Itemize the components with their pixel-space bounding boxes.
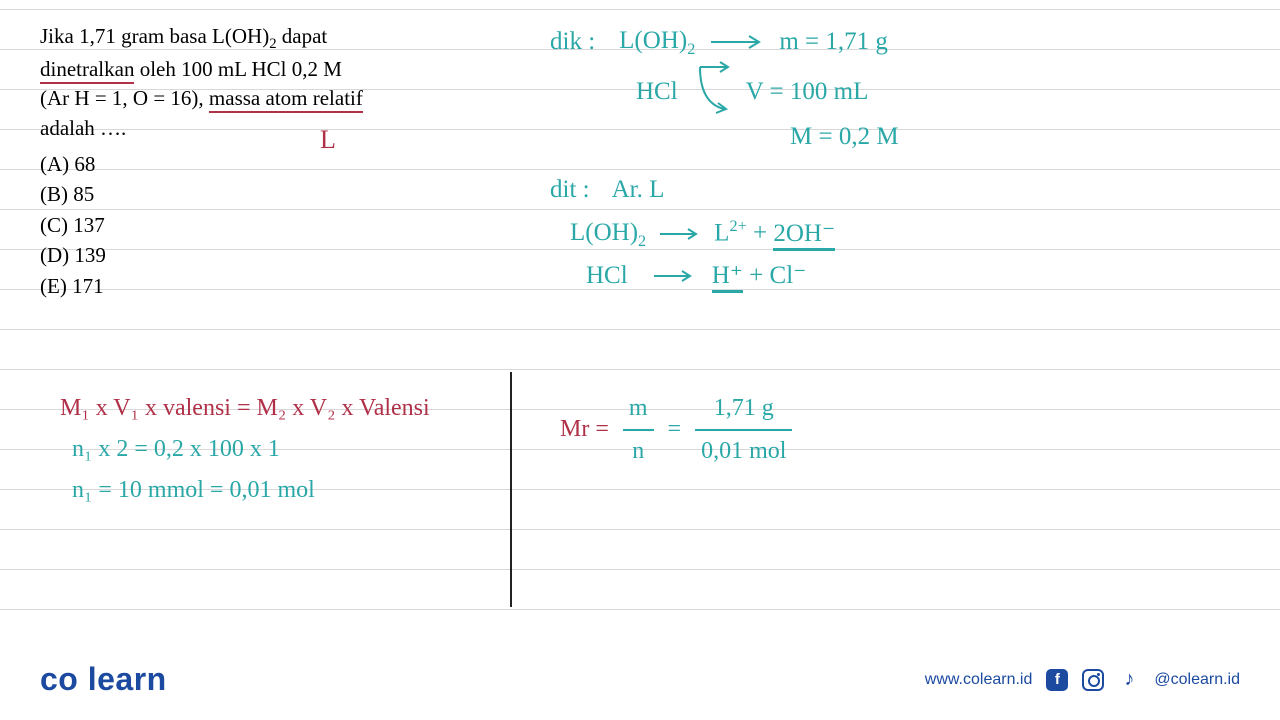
calc-left-title: M₁ x V₁ x valensi = M₂ x V₂ x Valensi	[60, 388, 430, 429]
problem-statement: Jika 1,71 gram basa L(OH)2 dapat dinetra…	[40, 22, 500, 301]
footer-handle: @colearn.id	[1154, 671, 1240, 689]
mr-label: Mr =	[560, 409, 609, 450]
facebook-icon: f	[1046, 669, 1068, 691]
annotation-l: L	[320, 125, 336, 155]
instagram-icon	[1082, 669, 1104, 691]
eq2-right: H⁺ + Cl⁻	[712, 257, 807, 296]
dit-label: dit :	[550, 171, 590, 210]
option-c: (C) 137	[40, 210, 500, 240]
eq2-left: HCl	[586, 257, 628, 296]
tiktok-icon: ♪	[1118, 669, 1140, 691]
arrow-icon	[652, 267, 698, 285]
problem-line2-underlined: dinetralkan	[40, 57, 134, 84]
fraction-values: 1,71 g 0,01 mol	[695, 388, 792, 472]
eq1-left: L(OH)2	[570, 214, 646, 254]
problem-line1-sub: 2	[269, 36, 276, 52]
option-b: (B) 85	[40, 179, 500, 209]
arrow-icon	[658, 225, 704, 243]
option-d: (D) 139	[40, 240, 500, 270]
dik-r2-right: V = 100 mL	[746, 73, 869, 112]
dik-r1-right: m = 1,71 g	[779, 23, 888, 62]
option-e: (E) 171	[40, 271, 500, 301]
arrow-icon	[709, 32, 769, 52]
footer-right: www.colearn.id f ♪ @colearn.id	[925, 669, 1240, 691]
option-a: (A) 68	[40, 149, 500, 179]
dik-r2-left: HCl	[636, 73, 678, 112]
calc-left-row3: n₁ = 10 mmol = 0,01 mol	[72, 470, 430, 511]
footer: co learn www.colearn.id f ♪ @colearn.id	[0, 661, 1280, 698]
dik-r1-left: L(OH)2	[619, 22, 695, 62]
given-block: dik : L(OH)2 m = 1,71 g HCl V = 100 mL M…	[550, 22, 1250, 299]
calc-right-block: Mr = m n = 1,71 g 0,01 mol	[560, 388, 792, 472]
branch-arrow-icon	[696, 59, 746, 119]
problem-line4: adalah ….	[40, 114, 500, 143]
problem-line1-pre: Jika 1,71 gram basa L(OH)	[40, 24, 269, 48]
problem-line3-underlined: massa atom relatif	[209, 86, 363, 113]
eq1-right: L2+ + 2OH⁻	[714, 214, 835, 253]
dit-value: Ar. L	[612, 171, 665, 210]
fraction-mn: m n	[623, 388, 654, 472]
dik-r3-right: M = 0,2 M	[790, 118, 899, 157]
problem-line1-post: dapat	[277, 24, 328, 48]
vertical-divider	[510, 372, 512, 607]
problem-line2-rest: oleh 100 mL HCl 0,2 M	[134, 57, 341, 81]
logo: co learn	[40, 661, 167, 698]
calc-left-row2: n₁ x 2 = 0,2 x 100 x 1	[72, 429, 430, 470]
problem-line3-pre: (Ar H = 1, O = 16),	[40, 86, 209, 110]
equals: =	[668, 409, 682, 450]
calc-left-block: M₁ x V₁ x valensi = M₂ x V₂ x Valensi n₁…	[60, 388, 430, 510]
footer-url: www.colearn.id	[925, 671, 1033, 689]
dik-label: dik :	[550, 23, 595, 62]
answer-options: (A) 68 (B) 85 (C) 137 (D) 139 (E) 171	[40, 149, 500, 301]
